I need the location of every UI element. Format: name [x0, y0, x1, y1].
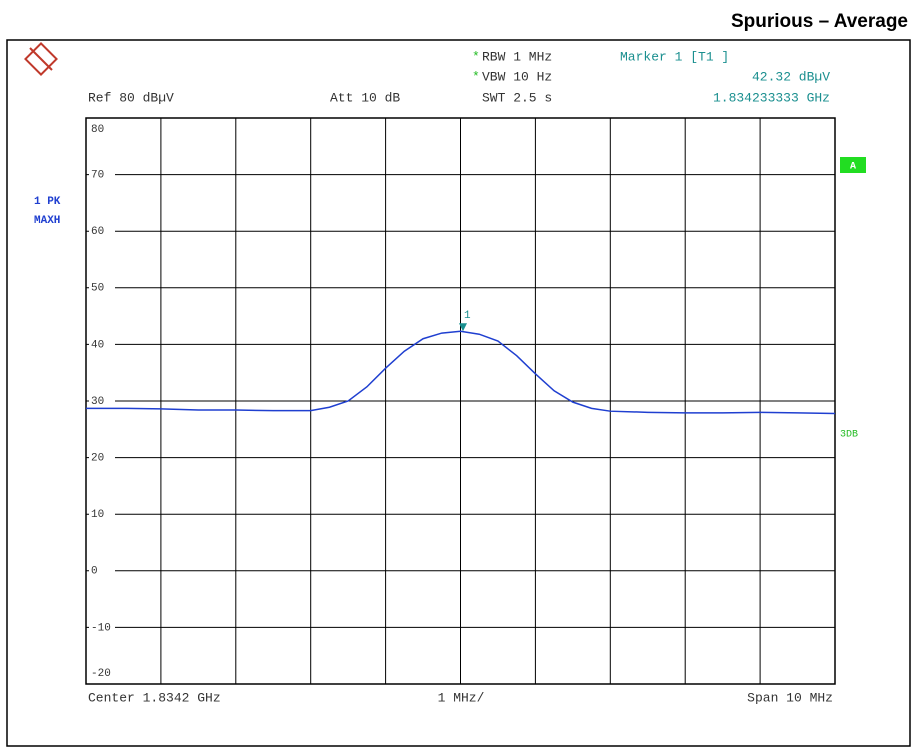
y-tick-label: -20 — [91, 668, 111, 680]
y-tick-label: 60 — [91, 226, 104, 238]
attenuation: Att 10 dB — [330, 90, 400, 105]
trace-a: A — [850, 162, 856, 173]
swt: SWT 2.5 s — [482, 90, 552, 105]
tick-label-bg — [89, 450, 115, 465]
y-tick-label: 30 — [91, 396, 104, 408]
tick-label-bg — [89, 394, 115, 408]
db-label: 3DB — [840, 430, 858, 441]
logo — [24, 42, 58, 76]
y-tick-label: 70 — [91, 170, 104, 182]
y-tick-label: 80 — [91, 124, 104, 136]
tick-label-bg — [89, 666, 115, 680]
tick-label-bg — [89, 280, 115, 295]
tick-label-bg — [89, 167, 115, 182]
center: Center 1.8342 GHz — [88, 690, 221, 705]
marker-frequency: 1.834233333 GHz — [713, 90, 830, 105]
rbw: RBW 1 MHz — [482, 49, 552, 64]
division: 1 MHz/ — [438, 690, 485, 705]
trace-label: MAXH — [34, 215, 60, 227]
tick-label-bg — [89, 563, 115, 578]
frame — [6, 39, 911, 747]
tick-label-bg — [89, 507, 115, 522]
chart-title: Spurious – Average — [731, 11, 908, 32]
y-tick-label: -10 — [91, 622, 111, 634]
trace-a-box — [840, 157, 866, 173]
y-tick-label: 50 — [91, 283, 104, 295]
tick-label-bg — [89, 122, 115, 136]
ref-level: Ref 80 dBµV — [88, 90, 174, 105]
y-tick-label: 20 — [91, 453, 104, 465]
marker-label: 1 — [464, 310, 471, 322]
marker — [458, 323, 467, 332]
vbw-star: * — [472, 69, 480, 84]
rbw-star: * — [472, 49, 480, 64]
y-tick-label: 0 — [91, 566, 98, 578]
tick-label-bg — [89, 337, 115, 352]
tick-label-bg — [89, 224, 115, 239]
tick-label-bg — [89, 620, 115, 635]
marker-value: 42.32 dBµV — [752, 69, 830, 84]
marker-title: Marker 1 [T1 ] — [620, 49, 729, 64]
trace — [86, 330, 836, 415]
y-tick-label: 10 — [91, 509, 104, 521]
trace-label: 1 PK — [34, 196, 61, 208]
vbw: VBW 10 Hz — [482, 69, 552, 84]
y-tick-label: 40 — [91, 339, 104, 351]
span: Span 10 MHz — [747, 690, 833, 705]
